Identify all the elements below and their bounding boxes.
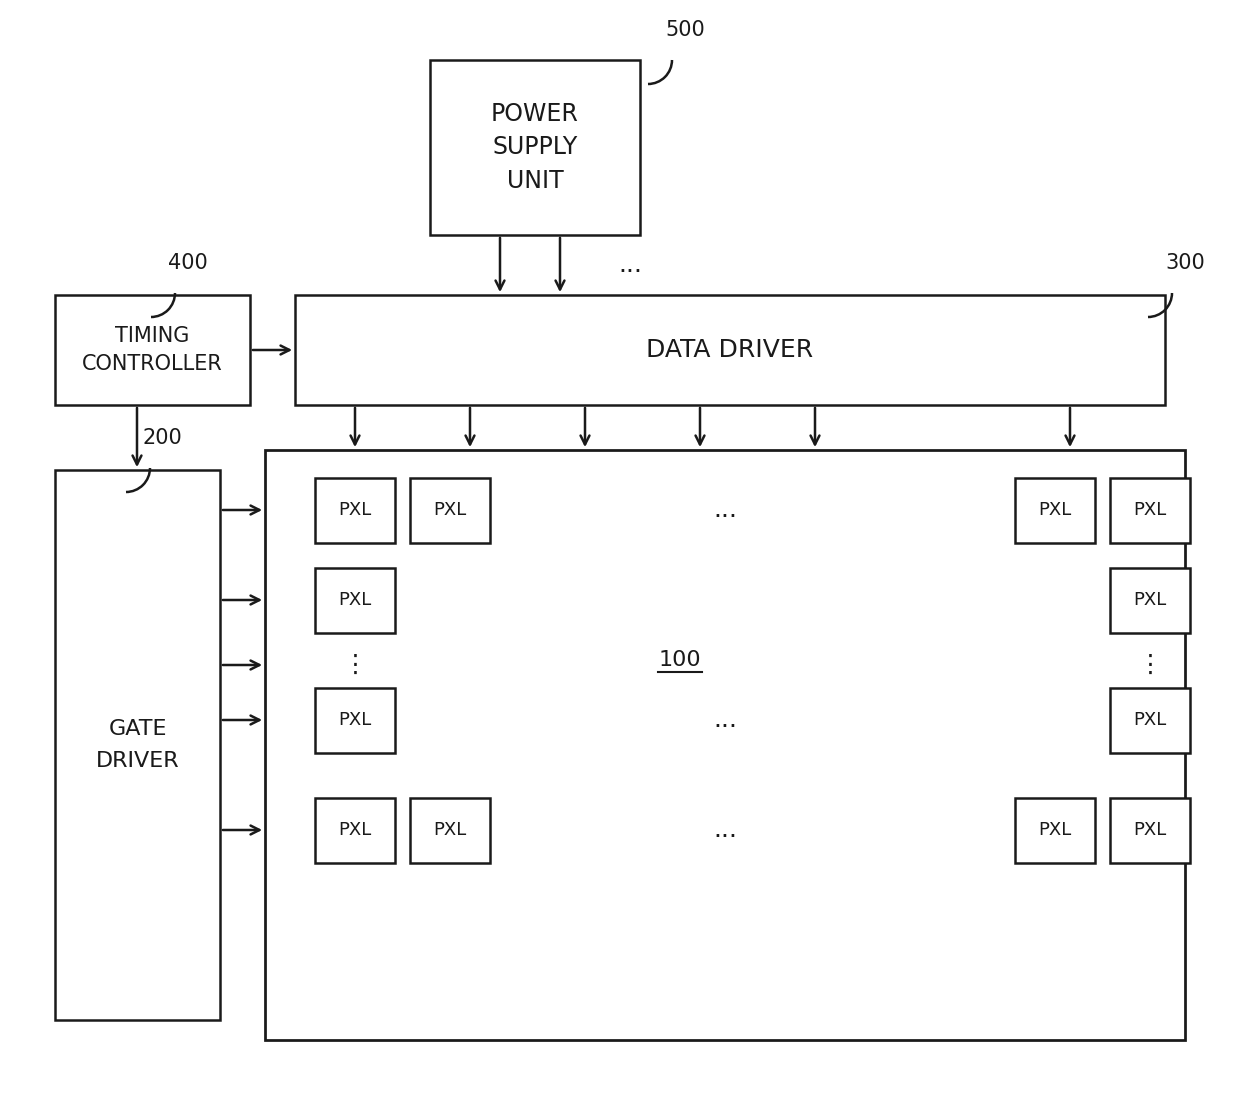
Text: TIMING
CONTROLLER: TIMING CONTROLLER bbox=[82, 326, 223, 373]
Text: PXL: PXL bbox=[339, 501, 372, 519]
Bar bbox=[430, 60, 640, 235]
Text: PXL: PXL bbox=[433, 821, 466, 839]
Bar bbox=[1016, 477, 1095, 543]
Text: PXL: PXL bbox=[1133, 711, 1167, 729]
Bar bbox=[1110, 687, 1190, 753]
Text: ...: ... bbox=[713, 708, 737, 732]
Text: PXL: PXL bbox=[1038, 501, 1071, 519]
Text: PXL: PXL bbox=[1133, 821, 1167, 839]
Text: PXL: PXL bbox=[339, 591, 372, 609]
Text: 300: 300 bbox=[1166, 253, 1205, 273]
Bar bbox=[1110, 568, 1190, 632]
Bar bbox=[1110, 798, 1190, 863]
Text: PXL: PXL bbox=[433, 501, 466, 519]
Bar bbox=[295, 295, 1166, 406]
Text: GATE
DRIVER: GATE DRIVER bbox=[95, 718, 180, 771]
Text: PXL: PXL bbox=[339, 711, 372, 729]
Text: ⋮: ⋮ bbox=[342, 653, 367, 677]
Bar bbox=[315, 568, 396, 632]
Bar bbox=[1016, 798, 1095, 863]
Bar bbox=[55, 470, 219, 1020]
Text: DATA DRIVER: DATA DRIVER bbox=[646, 338, 813, 362]
Text: 500: 500 bbox=[665, 20, 704, 40]
Text: ...: ... bbox=[618, 253, 642, 277]
Text: ⋮: ⋮ bbox=[1137, 653, 1163, 677]
Bar bbox=[315, 687, 396, 753]
Text: POWER
SUPPLY
UNIT: POWER SUPPLY UNIT bbox=[491, 102, 579, 193]
Bar bbox=[315, 477, 396, 543]
Bar bbox=[265, 450, 1185, 1040]
Text: ...: ... bbox=[713, 498, 737, 522]
Bar bbox=[1110, 477, 1190, 543]
Text: ...: ... bbox=[713, 818, 737, 842]
Text: PXL: PXL bbox=[339, 821, 372, 839]
Bar bbox=[315, 798, 396, 863]
Text: 400: 400 bbox=[167, 253, 208, 273]
Bar bbox=[410, 477, 490, 543]
Text: 200: 200 bbox=[143, 428, 182, 448]
Text: PXL: PXL bbox=[1133, 591, 1167, 609]
Bar bbox=[410, 798, 490, 863]
Text: PXL: PXL bbox=[1038, 821, 1071, 839]
Text: PXL: PXL bbox=[1133, 501, 1167, 519]
Bar bbox=[55, 295, 250, 406]
Text: 100: 100 bbox=[658, 650, 702, 670]
